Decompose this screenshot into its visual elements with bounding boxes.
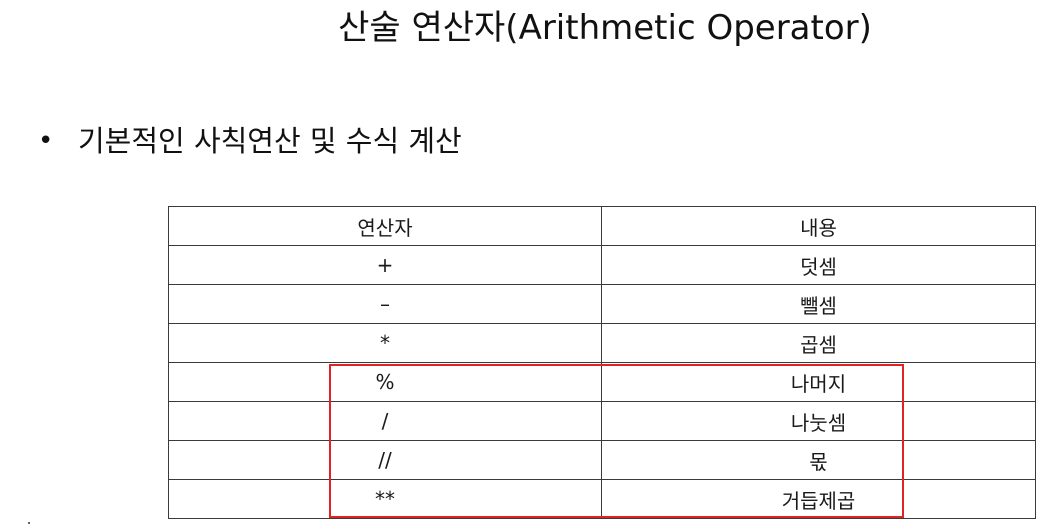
operator-table: 연산자 내용 + 덧셈 – 뺄셈 * 곱셈 % 나머지 / 나눗셈 // 몫 * (168, 206, 1036, 519)
description-cell: 몫 (601, 440, 1036, 480)
table-row: ** 거듭제곱 (168, 479, 1036, 519)
table-row: / 나눗셈 (168, 401, 1036, 441)
operator-cell: / (168, 401, 602, 441)
bullet-marker: • (38, 126, 54, 156)
operator-cell: – (168, 284, 602, 324)
description-cell: 곱셈 (601, 323, 1036, 363)
table-row: * 곱셈 (168, 323, 1036, 363)
operator-cell: % (168, 362, 602, 402)
table-header-row: 연산자 내용 (168, 206, 1036, 246)
operator-cell: + (168, 245, 602, 285)
table-row: + 덧셈 (168, 245, 1036, 285)
description-cell: 덧셈 (601, 245, 1036, 285)
table-row: – 뺄셈 (168, 284, 1036, 324)
bullet-item: • 기본적인 사칙연산 및 수식 계산 (38, 121, 462, 161)
slide-title: 산술 연산자(Arithmetic Operator) (338, 8, 872, 48)
description-cell: 나머지 (601, 362, 1036, 402)
description-cell: 나눗셈 (601, 401, 1036, 441)
operator-cell: ** (168, 479, 602, 519)
description-cell: 거듭제곱 (601, 479, 1036, 519)
header-operator: 연산자 (168, 206, 602, 246)
bullet-text: 기본적인 사칙연산 및 수식 계산 (78, 124, 462, 158)
table-row: % 나머지 (168, 362, 1036, 402)
table-row: // 몫 (168, 440, 1036, 480)
description-cell: 뺄셈 (601, 284, 1036, 324)
corner-dot (28, 522, 30, 524)
header-description: 내용 (601, 206, 1036, 246)
operator-cell: * (168, 323, 602, 363)
operator-cell: // (168, 440, 602, 480)
